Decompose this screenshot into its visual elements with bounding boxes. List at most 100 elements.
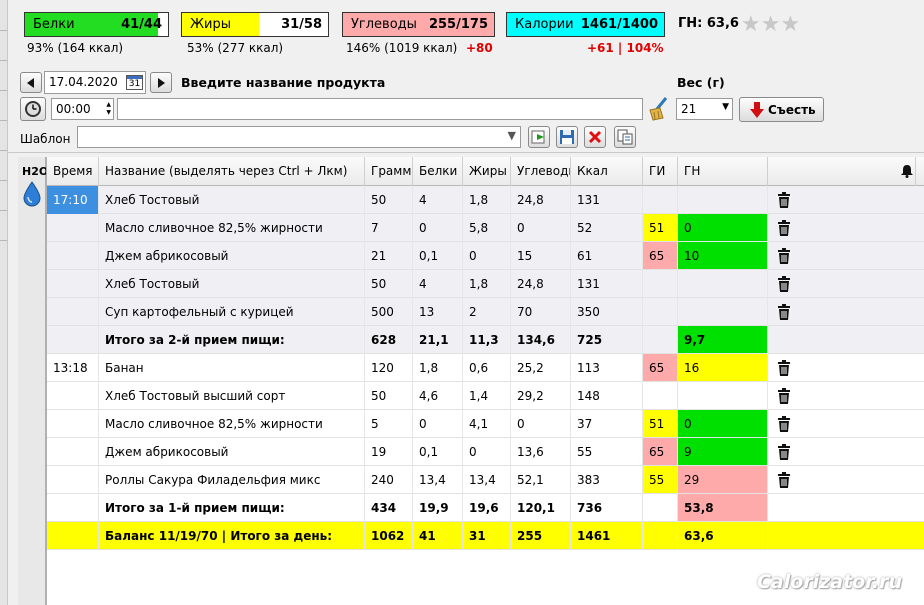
cell-f: 13,4 [463, 466, 511, 494]
cell-g: 21 [365, 242, 413, 270]
template-save-button[interactable] [556, 126, 578, 148]
trash-icon[interactable] [777, 276, 791, 295]
cell-f: 0 [463, 242, 511, 270]
cell-k: 131 [571, 270, 643, 298]
col-fat[interactable]: Жиры [463, 157, 511, 186]
cell-name: Роллы Сакура Филадельфия микс [99, 466, 365, 494]
table-row[interactable]: Хлеб Тостовый 50 4 1,8 24,8 131 [47, 270, 924, 298]
table-row[interactable]: 17:10 Хлеб Тостовый 50 4 1,8 24,8 131 [47, 186, 924, 214]
clear-broom-button[interactable] [646, 96, 674, 122]
cell-p: 41 [413, 522, 463, 550]
cell-time: 13:18 [47, 354, 99, 382]
cell-c: 0 [511, 410, 571, 438]
day-balance-row: Баланс 11/19/70 | Итого за день: 1062 41 31… [47, 522, 924, 550]
trash-icon[interactable] [777, 220, 791, 239]
cell-time [47, 494, 99, 522]
arrow-down-red-icon [750, 101, 764, 118]
cell-k: 37 [571, 410, 643, 438]
template-select[interactable]: ▼ [77, 126, 521, 148]
gl-highlight [678, 410, 768, 437]
table-row[interactable]: Хлеб Тостовый высший сорт 50 4,6 1,4 29,2 148 [47, 382, 924, 410]
cell-g: 50 [365, 186, 413, 214]
cell-gi [643, 382, 678, 410]
cell-name: Масло сливочное 82,5% жирности [99, 410, 365, 438]
weight-dropdown-icon[interactable]: ▼ [722, 102, 729, 112]
product-search-input[interactable] [117, 98, 643, 120]
calories-box: Калории 1461/1400 [506, 12, 665, 37]
time-button[interactable] [20, 97, 46, 121]
gi-highlight [643, 410, 678, 437]
cell-g: 628 [365, 326, 413, 354]
trash-icon[interactable] [777, 360, 791, 379]
cell-f: 4,1 [463, 410, 511, 438]
cell-gn [678, 270, 768, 298]
rating-stars[interactable]: ★★★ [741, 12, 801, 37]
meal-table: Время Название (выделять через Ctrl + Лк… [46, 157, 924, 605]
table-row[interactable]: Масло сливочное 82,5% жирности 5 0 4,1 0 37 51… [47, 410, 924, 438]
bell-icon[interactable] [900, 164, 914, 178]
col-name[interactable]: Название (выделять через Ctrl + Лкм) [99, 157, 365, 186]
trash-icon[interactable] [777, 248, 791, 267]
table-row[interactable]: Джем абрикосовый 19 0,1 0 13,6 55 65 9 [47, 438, 924, 466]
gl-highlight [678, 242, 768, 269]
time-field[interactable]: 00:00 ▲ ▼ [51, 98, 114, 120]
cell-g: 1062 [365, 522, 413, 550]
col-grams[interactable]: Грамм [365, 157, 413, 186]
cell-c: 29,2 [511, 382, 571, 410]
col-time[interactable]: Время [47, 157, 99, 186]
template-manage-button[interactable] [614, 126, 636, 148]
table-row[interactable]: Суп картофельный с курицей 500 13 2 70 350 [47, 298, 924, 326]
gi-highlight [643, 242, 678, 269]
time-spinner-icon[interactable]: ▲ ▼ [106, 101, 111, 116]
date-field[interactable]: 17.04.2020 31 [44, 71, 146, 94]
carbs-sub: 146% (1019 ккал) [346, 41, 458, 55]
cell-c: 255 [511, 522, 571, 550]
col-gl[interactable]: ГН [678, 157, 768, 186]
col-carbs[interactable]: Углеводы [511, 157, 571, 186]
col-kcal[interactable]: Ккал [571, 157, 643, 186]
fat-fill [182, 13, 260, 36]
h2o-column: H2O [18, 157, 48, 605]
cell-c: 52,1 [511, 466, 571, 494]
floppy-disk-icon [560, 130, 574, 144]
cell-gn: 63,6 [678, 522, 768, 550]
table-header: Время Название (выделять через Ctrl + Лк… [47, 157, 924, 186]
trash-icon[interactable] [777, 472, 791, 491]
calendar-icon[interactable]: 31 [126, 75, 143, 90]
protein-box: Белки 41/44 [24, 12, 169, 37]
cell-time [47, 410, 99, 438]
cell-g: 19 [365, 438, 413, 466]
template-dropdown-icon[interactable]: ▼ [507, 129, 516, 142]
weight-input[interactable]: 21 ▼ [676, 98, 733, 120]
cell-c: 120,1 [511, 494, 571, 522]
cell-gi: 65 [643, 354, 678, 382]
trash-icon[interactable] [777, 416, 791, 435]
next-day-button[interactable] [150, 72, 172, 93]
table-row[interactable]: 13:18 Банан 120 1,8 0,6 25,2 113 65 16 [47, 354, 924, 382]
cell-name: Хлеб Тостовый [99, 186, 365, 214]
table-row[interactable]: Роллы Сакура Филадельфия микс 240 13,4 13,4… [47, 466, 924, 494]
col-protein[interactable]: Белки [413, 157, 463, 186]
trash-icon[interactable] [777, 192, 791, 211]
fat-name: Жиры [190, 17, 231, 32]
trash-icon[interactable] [777, 388, 791, 407]
col-actions [768, 157, 916, 186]
cell-k: 350 [571, 298, 643, 326]
col-gi[interactable]: ГИ [643, 157, 678, 186]
water-drop-icon[interactable] [23, 181, 41, 207]
eat-button[interactable]: Съесть [739, 97, 824, 122]
trash-icon[interactable] [777, 304, 791, 323]
table-row[interactable]: Джем абрикосовый 21 0,1 0 15 61 65 10 [47, 242, 924, 270]
cell-k: 148 [571, 382, 643, 410]
trash-icon[interactable] [777, 444, 791, 463]
cell-gn: 16 [678, 354, 768, 382]
cell-g: 434 [365, 494, 413, 522]
cell-g: 50 [365, 270, 413, 298]
template-delete-button[interactable] [584, 126, 606, 148]
cell-gi [643, 326, 678, 354]
carbs-name: Углеводы [351, 17, 417, 32]
prev-day-button[interactable] [20, 72, 42, 93]
cell-c: 25,2 [511, 354, 571, 382]
template-load-button[interactable] [528, 126, 550, 148]
table-row[interactable]: Масло сливочное 82,5% жирности 7 0 5,8 0 52 51… [47, 214, 924, 242]
